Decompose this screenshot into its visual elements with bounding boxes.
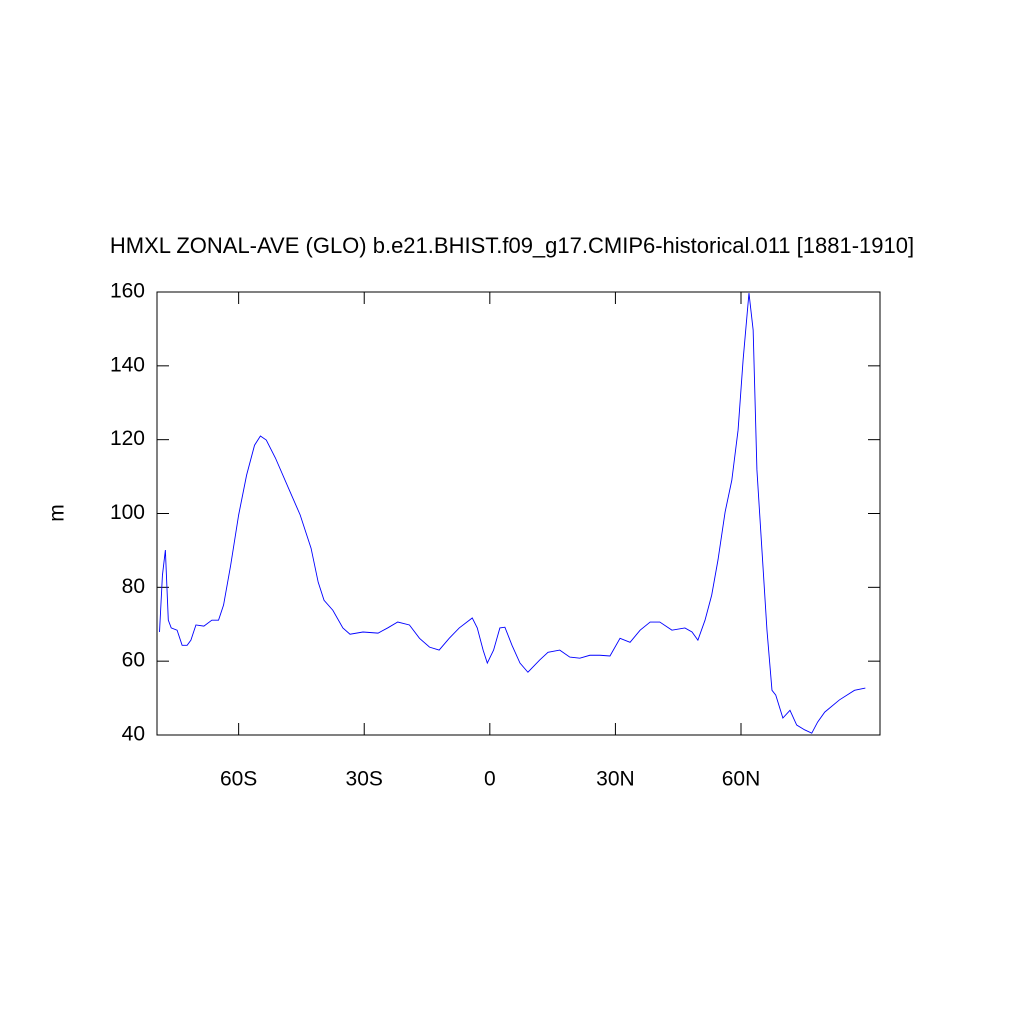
x-tick-label: 60N — [722, 768, 761, 791]
y-tick-label: 160 — [110, 280, 145, 303]
y-tick-label: 120 — [110, 427, 145, 450]
plot-frame — [156, 291, 881, 736]
x-tick-label: 30S — [346, 768, 383, 791]
y-tick-label: 140 — [110, 353, 145, 376]
chart-title: HMXL ZONAL-AVE (GLO) b.e21.BHIST.f09_g17… — [110, 233, 914, 258]
y-tick-label: 80 — [122, 575, 145, 598]
x-tick-label: 0 — [484, 768, 496, 791]
x-tick-label: 30N — [596, 768, 635, 791]
data-line — [159, 293, 866, 734]
y-tick-label: 100 — [110, 501, 145, 524]
y-tick-label: 40 — [122, 723, 145, 746]
y-axis-label: m — [46, 504, 69, 522]
x-tick-label: 60S — [220, 768, 257, 791]
y-tick-label: 60 — [122, 649, 145, 672]
